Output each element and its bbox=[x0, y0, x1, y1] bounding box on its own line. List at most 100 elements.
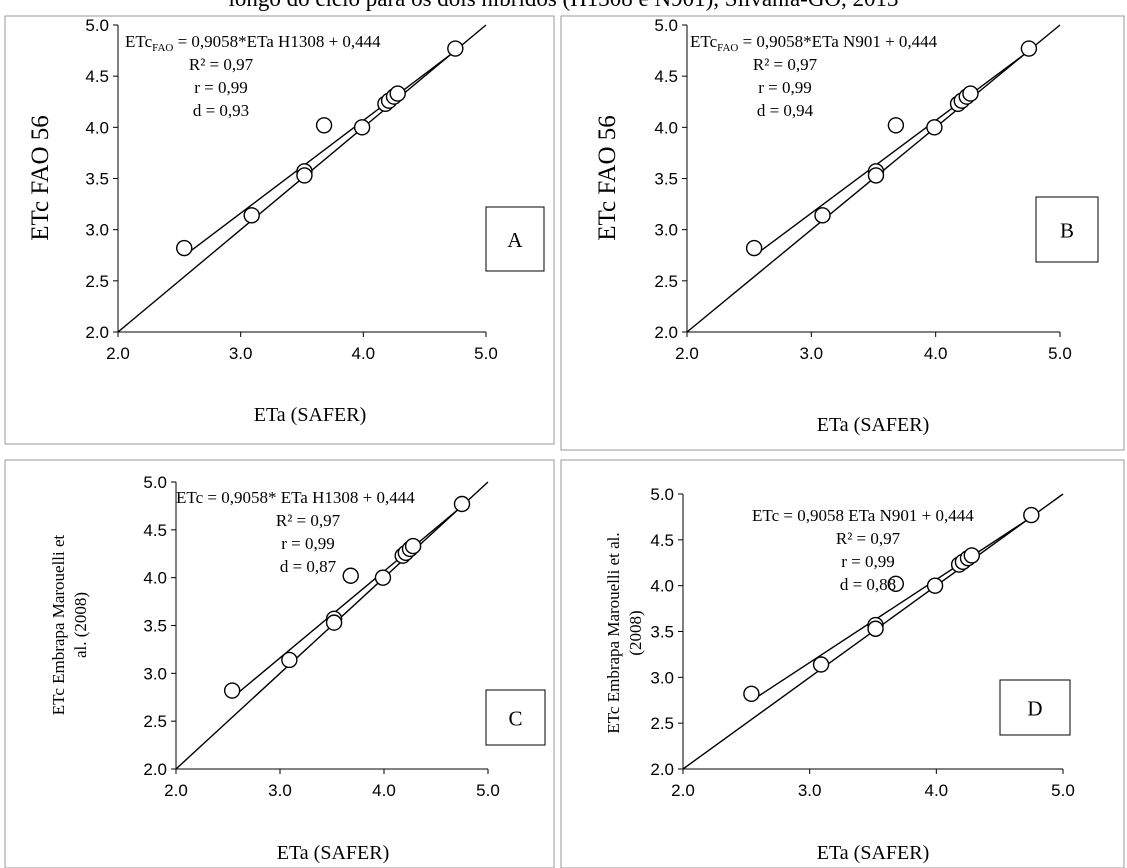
data-point bbox=[812, 656, 830, 673]
y-axis-label: al. (2008) bbox=[71, 592, 90, 658]
data-point bbox=[926, 119, 943, 136]
y-tick-label: 4.5 bbox=[650, 531, 674, 550]
data-point bbox=[342, 567, 359, 584]
panel-label-box bbox=[1035, 196, 1099, 263]
x-tick-label: 2.0 bbox=[671, 781, 695, 800]
y-tick-label: 4.5 bbox=[85, 67, 109, 86]
regression-line bbox=[753, 50, 1030, 257]
panel-label: A bbox=[507, 228, 523, 252]
data-point bbox=[926, 577, 944, 594]
data-point bbox=[1023, 506, 1040, 524]
data-point bbox=[963, 547, 980, 564]
y-tick-label: 3.5 bbox=[85, 170, 109, 189]
stat-label: d = 0,88 bbox=[840, 575, 896, 594]
data-point bbox=[353, 119, 371, 136]
y-tick-label: 2.0 bbox=[654, 323, 678, 342]
y-tick-label: 2.5 bbox=[143, 712, 167, 731]
x-tick-label: 3.0 bbox=[229, 344, 253, 363]
chart-panel-d: 2.0 2.5 3.0 3.5 4.0 4.5 5.0 2.0 3.0 4.0 5.0 ETc = 0… bbox=[560, 459, 1125, 868]
x-axis-label: ETa (SAFER) bbox=[817, 414, 929, 436]
regression-line bbox=[751, 516, 1032, 702]
data-point bbox=[867, 620, 884, 637]
x-tick-label: 5.0 bbox=[1048, 344, 1072, 363]
equation-main: ETc bbox=[125, 32, 153, 51]
x-tick-label: 4.0 bbox=[352, 344, 376, 363]
data-point bbox=[447, 40, 464, 57]
stat-label: R² = 0,97 bbox=[276, 511, 341, 530]
x-axis-label: ETa (SAFER) bbox=[277, 842, 389, 864]
x-tick-label: 5.0 bbox=[1051, 781, 1075, 800]
stat-label: d = 0,87 bbox=[280, 557, 337, 576]
x-tick-label: 4.0 bbox=[924, 344, 948, 363]
stat-label: r = 0,99 bbox=[841, 552, 895, 571]
x-axis-label: ETa (SAFER) bbox=[254, 404, 366, 426]
y-axis-label: ETc FAO 56 bbox=[27, 115, 54, 241]
panel-label: B bbox=[1060, 219, 1074, 243]
panel-frame bbox=[560, 15, 1125, 451]
y-tick-label: 4.0 bbox=[143, 569, 167, 588]
y-tick-label: 2.0 bbox=[85, 323, 109, 342]
data-point bbox=[296, 167, 313, 184]
y-axis-label: ETc Embrapa Marouelli et al. bbox=[604, 532, 623, 733]
panel-label-box bbox=[485, 206, 545, 272]
equation-rest: = 0,9058*ETa H1308 + 0,444 bbox=[173, 32, 381, 51]
y-axis-label: ETc Embrapa Marouelli et bbox=[49, 534, 68, 715]
data-point bbox=[325, 614, 343, 631]
panel-frame bbox=[4, 459, 555, 868]
y-tick-label: 2.0 bbox=[143, 760, 167, 779]
equation-main: ETc = 0,9058* ETa H1308 + 0,444 bbox=[176, 488, 415, 507]
x-tick-label: 5.0 bbox=[476, 781, 500, 800]
stat-label: r = 0,99 bbox=[281, 534, 335, 553]
x-axis-label: ETa (SAFER) bbox=[817, 842, 929, 864]
y-tick-label: 3.0 bbox=[650, 668, 674, 687]
data-point bbox=[389, 85, 406, 102]
panel-label-box bbox=[999, 679, 1071, 736]
stat-label: R² = 0,97 bbox=[836, 529, 901, 548]
y-tick-label: 3.0 bbox=[654, 221, 678, 240]
data-point bbox=[404, 537, 422, 555]
data-point bbox=[281, 651, 298, 669]
data-point bbox=[887, 575, 904, 593]
regression-line bbox=[231, 505, 463, 699]
equation-rest: = 0,9058*ETa N901 + 0,444 bbox=[738, 32, 937, 51]
equation-subscript: FAO bbox=[152, 42, 173, 54]
regression-equation: ETcFAO = 0,9058*ETa N901 + 0,444 bbox=[690, 32, 938, 54]
data-point bbox=[867, 167, 885, 184]
data-point bbox=[745, 239, 763, 257]
x-tick-label: 2.0 bbox=[106, 344, 130, 363]
regression-equation: ETc = 0,9058* ETa H1308 + 0,444 bbox=[176, 488, 415, 507]
stat-label: r = 0,99 bbox=[194, 78, 248, 97]
y-tick-label: 2.5 bbox=[654, 272, 678, 291]
y-tick-label: 5.0 bbox=[143, 473, 167, 492]
chart-panel-b: 2.0 2.5 3.0 3.5 4.0 4.5 5.0 2.0 3.0 4.0 5.0 ETcFAO … bbox=[560, 15, 1125, 451]
data-point bbox=[962, 85, 979, 102]
x-tick-label: 2.0 bbox=[164, 781, 188, 800]
y-axis-label: ETc FAO 56 bbox=[594, 115, 621, 241]
stat-label: R² = 0,97 bbox=[753, 55, 818, 74]
equation-main: ETc = 0,9058 ETa N901 + 0,444 bbox=[752, 506, 974, 525]
y-tick-label: 3.5 bbox=[650, 623, 674, 642]
y-axis-label: (2008) bbox=[626, 610, 645, 655]
chart-panel-a: 2.0 2.5 3.0 3.5 4.0 4.5 5.0 2.0 3.0 4.0 5.0 ETcFAO … bbox=[4, 15, 555, 445]
x-tick-label: 5.0 bbox=[474, 344, 498, 363]
y-tick-label: 4.5 bbox=[654, 67, 678, 86]
y-tick-label: 2.5 bbox=[85, 272, 109, 291]
panel-frame bbox=[560, 459, 1125, 868]
data-point bbox=[814, 207, 831, 224]
panel-label-box bbox=[485, 689, 546, 746]
y-tick-label: 3.5 bbox=[654, 170, 678, 189]
y-tick-label: 3.5 bbox=[143, 617, 167, 636]
x-tick-label: 3.0 bbox=[800, 344, 824, 363]
data-point bbox=[243, 207, 260, 224]
data-point bbox=[374, 569, 392, 586]
regression-line bbox=[183, 50, 456, 257]
data-point bbox=[315, 117, 333, 134]
y-tick-label: 5.0 bbox=[85, 16, 109, 35]
x-tick-label: 3.0 bbox=[798, 781, 822, 800]
data-point bbox=[453, 495, 471, 513]
x-tick-label: 2.0 bbox=[675, 344, 699, 363]
data-point bbox=[887, 117, 905, 134]
stat-label: d = 0,94 bbox=[757, 101, 814, 120]
x-tick-label: 4.0 bbox=[925, 781, 949, 800]
